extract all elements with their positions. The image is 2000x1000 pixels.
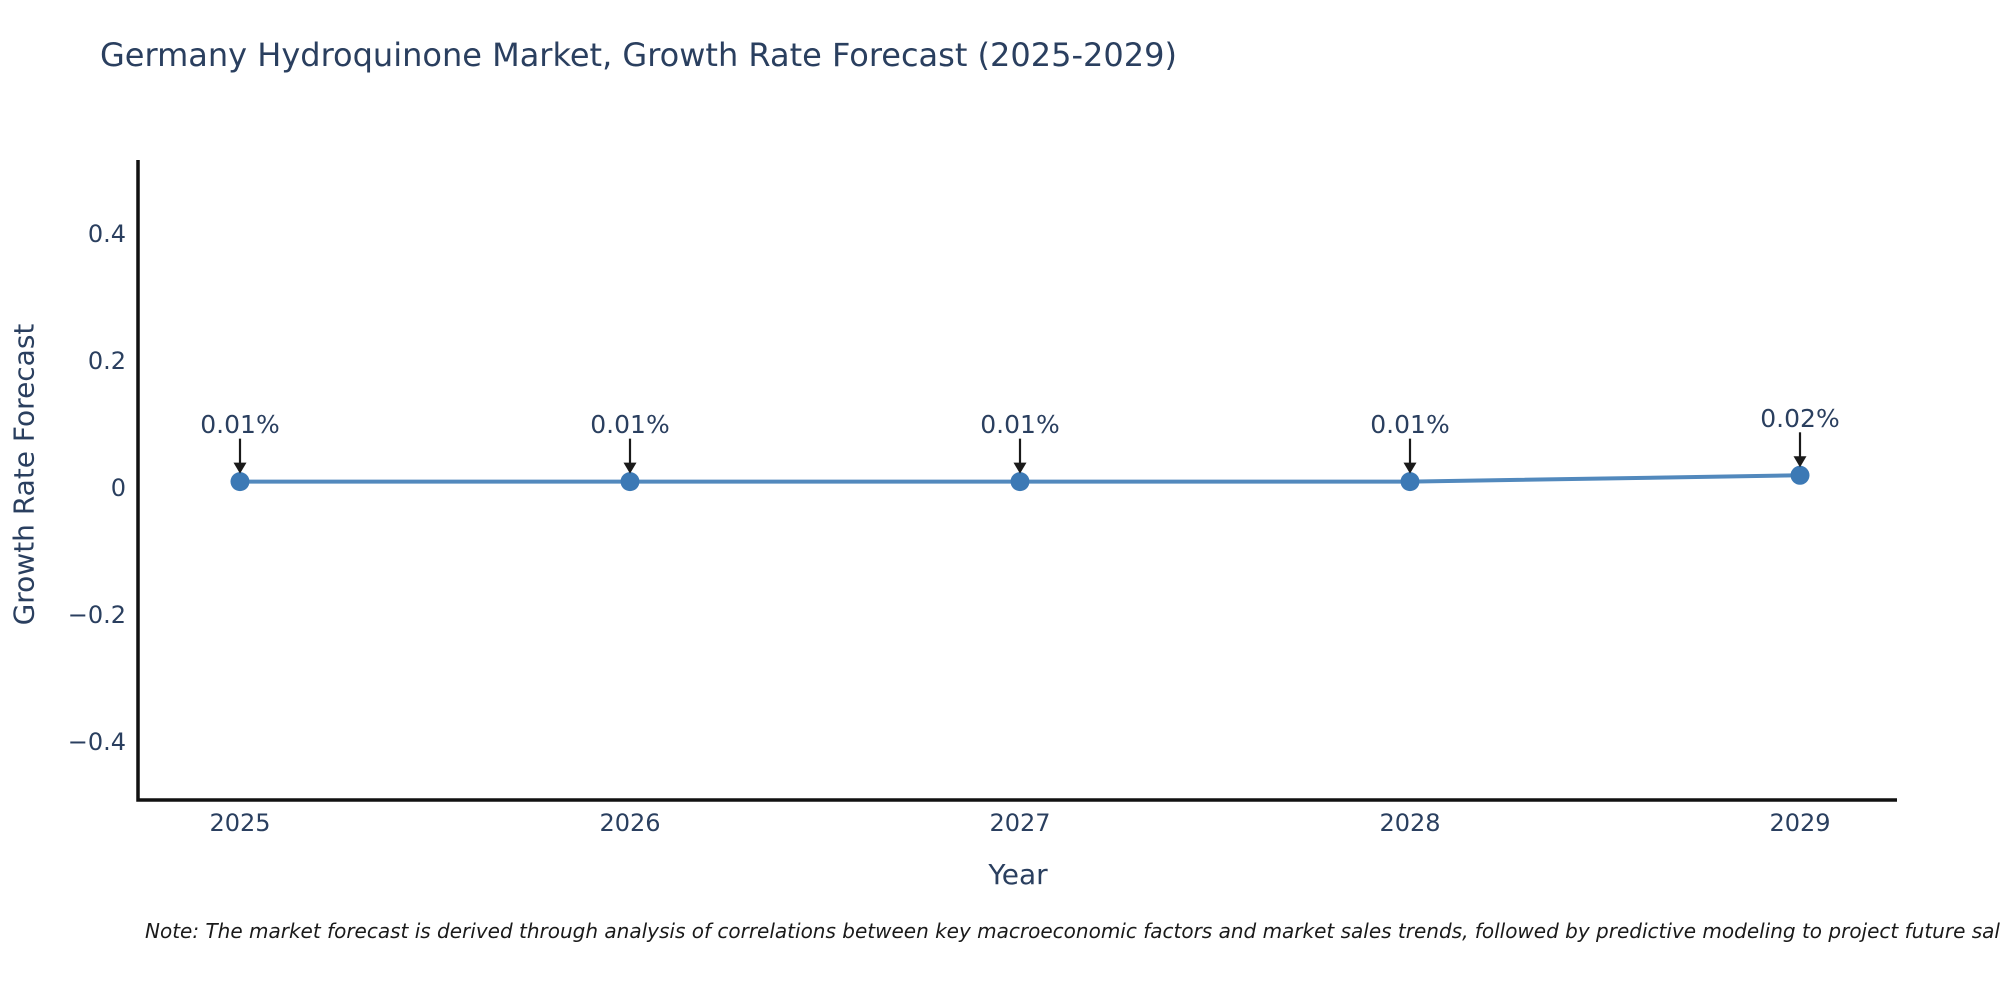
x-tick-label: 2027 (989, 809, 1050, 837)
data-point (1400, 472, 1420, 492)
data-point (230, 472, 250, 492)
annotation-arrowhead (1013, 462, 1027, 474)
y-tick-label: 0.2 (88, 347, 126, 375)
annotation-arrowhead (233, 462, 247, 474)
axis-lines (136, 160, 1897, 802)
x-axis-title: Year (988, 858, 1048, 891)
data-point (1790, 465, 1810, 485)
x-tick-label: 2029 (1769, 809, 1830, 837)
data-point (620, 472, 640, 492)
y-tick-label: 0 (111, 474, 126, 502)
data-point (1010, 472, 1030, 492)
y-axis-title: Growth Rate Forecast (7, 323, 41, 626)
annotation-arrowhead (623, 462, 637, 474)
annotation-arrowhead (1403, 462, 1417, 474)
annotation-label: 0.01% (980, 410, 1059, 439)
y-tick-label: 0.4 (88, 220, 126, 248)
footnote: Note: The market forecast is derived thr… (145, 919, 2000, 943)
annotation-label: 0.02% (1760, 404, 1839, 433)
x-tick-label: 2025 (209, 809, 270, 837)
x-tick-label: 2026 (599, 809, 660, 837)
y-tick-label: −0.4 (68, 728, 126, 756)
annotation-label: 0.01% (200, 410, 279, 439)
annotation-label: 0.01% (590, 410, 669, 439)
chart-title: Germany Hydroquinone Market, Growth Rate… (100, 36, 1177, 74)
annotation-arrowhead (1793, 456, 1807, 468)
x-tick-label: 2028 (1379, 809, 1440, 837)
annotation-label: 0.01% (1370, 410, 1449, 439)
y-tick-label: −0.2 (68, 601, 126, 629)
